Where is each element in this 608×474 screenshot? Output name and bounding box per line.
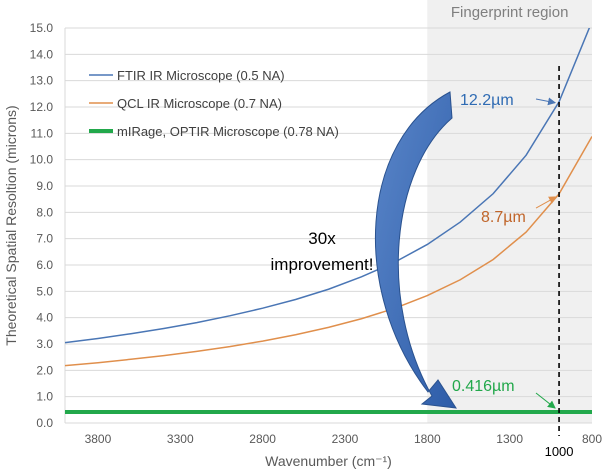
y-tick-label: 8.0 [36, 205, 53, 219]
y-tick-label: 12.0 [30, 100, 54, 114]
fingerprint-region-shade [427, 0, 592, 423]
x-tick-label: 3300 [167, 432, 194, 446]
legend-label: mIRage, OPTIR Microscope (0.78 NA) [117, 124, 339, 139]
annotation-ftir-arrow [535, 97, 557, 106]
series-lines [65, 28, 592, 415]
series-line-1 [65, 28, 591, 344]
y-tick-label: 3.0 [36, 337, 53, 351]
y-tick-label: 2.0 [36, 363, 53, 377]
value-annotations: 12.2µm 8.7µm 0.416µm [452, 92, 557, 409]
y-tick-labels: 0.0 1.0 2.0 3.0 4.0 5.0 6.0 7.0 8.0 9.0 10.0 11.0 12… [30, 21, 54, 430]
x-tick-label: 1800 [414, 432, 441, 446]
legend-label: FTIR IR Microscope (0.5 NA) [117, 68, 285, 83]
series-line-2 [65, 136, 592, 367]
legend: FTIR IR Microscope (0.5 NA) QCL IR Micros… [89, 68, 339, 139]
y-tick-label: 11.0 [31, 126, 54, 140]
y-tick-label: 9.0 [36, 179, 53, 193]
wavenumber-1000-marker-label: 1000 [545, 444, 574, 459]
x-tick-label: 3800 [85, 432, 112, 446]
improvement-text-line1: 30x [308, 229, 336, 248]
legend-label: QCL IR Microscope (0.7 NA) [117, 96, 282, 111]
y-tick-label: 15.0 [30, 21, 54, 35]
annotation-optir-value: 0.416µm [452, 378, 515, 395]
x-tick-label: 1300 [496, 432, 523, 446]
improvement-arrow [374, 91, 457, 409]
y-tick-label: 7.0 [36, 232, 53, 246]
x-tick-label: 2800 [249, 432, 276, 446]
y-axis-title: Theoretical Spatial Resoltion (microns) [3, 105, 19, 345]
y-tick-label: 1.0 [36, 390, 53, 404]
improvement-text-line2: improvement! [271, 255, 374, 274]
y-tick-label: 13.0 [30, 74, 54, 88]
annotation-ftir-value: 12.2µm [460, 92, 514, 109]
y-tick-label: 5.0 [36, 284, 53, 298]
y-tick-label: 6.0 [36, 258, 53, 272]
x-tick-label: 800 [582, 432, 602, 446]
y-tick-label: 10.0 [30, 153, 54, 167]
annotation-qcl-value: 8.7µm [481, 209, 526, 226]
annotation-optir-arrow [535, 392, 556, 409]
y-tick-label: 0.0 [36, 416, 53, 430]
y-tick-label: 14.0 [30, 47, 54, 61]
x-tick-label: 2300 [332, 432, 359, 446]
annotation-qcl-arrow [535, 196, 557, 209]
x-axis-title: Wavenumber (cm⁻¹) [265, 453, 392, 469]
fingerprint-region-label: Fingerprint region [451, 4, 569, 21]
y-tick-label: 4.0 [36, 311, 53, 325]
gridlines [64, 27, 592, 424]
x-tick-labels: 3800 3300 2800 2300 1800 1300 800 [85, 432, 603, 446]
